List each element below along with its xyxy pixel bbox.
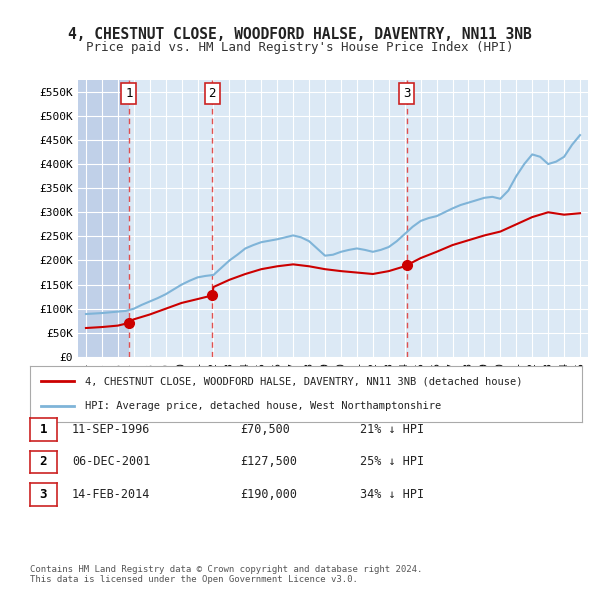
Text: 25% ↓ HPI: 25% ↓ HPI [360,455,424,468]
Text: Contains HM Land Registry data © Crown copyright and database right 2024.
This d: Contains HM Land Registry data © Crown c… [30,565,422,584]
Text: £70,500: £70,500 [240,423,290,436]
Bar [78,80,129,357]
Text: 4, CHESTNUT CLOSE, WOODFORD HALSE, DAVENTRY, NN11 3NB (detached house): 4, CHESTNUT CLOSE, WOODFORD HALSE, DAVEN… [85,376,523,386]
Text: 1: 1 [125,87,133,100]
Text: 34% ↓ HPI: 34% ↓ HPI [360,488,424,501]
Text: 4, CHESTNUT CLOSE, WOODFORD HALSE, DAVENTRY, NN11 3NB: 4, CHESTNUT CLOSE, WOODFORD HALSE, DAVEN… [68,27,532,41]
Text: 2: 2 [40,455,47,468]
Text: 3: 3 [403,87,410,100]
Text: Price paid vs. HM Land Registry's House Price Index (HPI): Price paid vs. HM Land Registry's House … [86,41,514,54]
Text: £190,000: £190,000 [240,488,297,501]
Text: 14-FEB-2014: 14-FEB-2014 [72,488,151,501]
Text: 1: 1 [40,423,47,436]
Bar [78,80,129,357]
Text: 06-DEC-2001: 06-DEC-2001 [72,455,151,468]
Text: £127,500: £127,500 [240,455,297,468]
Text: 21% ↓ HPI: 21% ↓ HPI [360,423,424,436]
Text: 3: 3 [40,488,47,501]
Text: HPI: Average price, detached house, West Northamptonshire: HPI: Average price, detached house, West… [85,401,442,411]
Text: 2: 2 [208,87,216,100]
Text: 11-SEP-1996: 11-SEP-1996 [72,423,151,436]
